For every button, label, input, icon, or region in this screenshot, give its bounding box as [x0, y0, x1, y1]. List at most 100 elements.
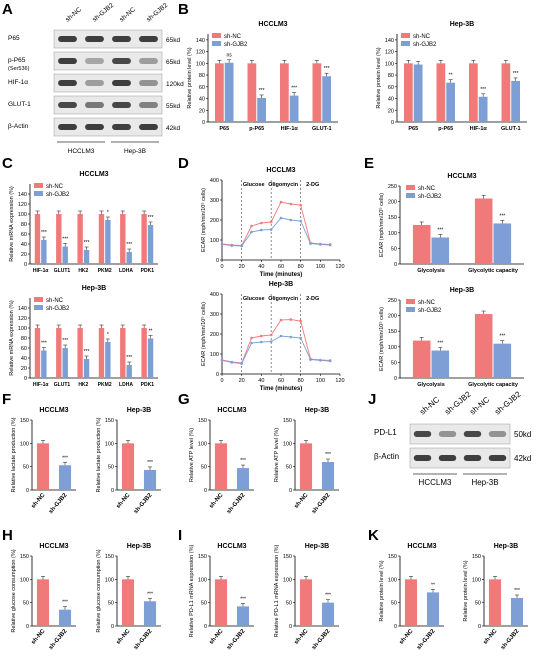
data-point — [240, 244, 243, 248]
x-category-label: P65 — [408, 126, 418, 132]
y-tick-label: 100 — [18, 212, 27, 218]
x-category-label: sh-GJB2 — [500, 628, 521, 651]
y-tick-label: 50 — [286, 601, 292, 607]
x-tick-label: 0 — [220, 378, 223, 384]
significance-mark: *** — [126, 242, 132, 248]
data-bar — [404, 63, 413, 122]
x-tick-label: 120 — [335, 378, 344, 384]
y-tick-label: 0 — [289, 488, 292, 494]
legend-swatch-nc — [34, 183, 43, 188]
y-tick-label: 140 — [196, 38, 205, 44]
legend-swatch-nc — [406, 185, 415, 190]
data-bar — [299, 443, 313, 490]
protein-label: p-P65 — [8, 57, 26, 64]
chart-title: Hep-3B — [450, 287, 475, 294]
data-bar — [62, 246, 68, 264]
y-tick-label: 50 — [475, 601, 481, 607]
y-axis-label: Relative mRNA expression (%) — [9, 300, 15, 376]
y-tick-label: 80 — [21, 222, 27, 228]
chart-i2: 0 50 100 150 Hep-3B Relative PD-L1 mRNA expre… — [274, 543, 339, 651]
chart-b1: 0 20 40 60 80 100 120 140 HCCLM3 Relative protein… — [187, 21, 338, 132]
data-bar — [426, 592, 440, 626]
data-point — [279, 334, 283, 338]
y-axis-label: Relative ATP level (%) — [189, 428, 195, 482]
data-point — [279, 200, 283, 204]
y-tick-label: 60 — [199, 85, 205, 91]
chart-title: Hep-3B — [450, 21, 475, 28]
protein-band — [58, 80, 77, 86]
significance-mark: *** — [240, 458, 246, 464]
y-tick-label: 100 — [472, 577, 481, 583]
injection-marker-label: 2-DG — [306, 182, 319, 188]
legend-label-gjb2: sh-GJB2 — [224, 42, 248, 48]
y-tick-label: 40 — [199, 97, 205, 103]
y-tick-label: 400 — [210, 292, 219, 298]
blot-strip — [53, 29, 163, 49]
x-category-label: HK2 — [78, 382, 88, 388]
x-category-label: P65 — [219, 126, 229, 132]
injection-marker-label: Oligomycin — [268, 182, 299, 188]
y-axis-label: Relative mRNA expression (%) — [9, 186, 15, 262]
y-tick-label: 200 — [210, 332, 219, 338]
x-category-label: PKM2 — [98, 382, 112, 388]
chart-title: Hep-3B — [305, 543, 330, 550]
data-bar — [488, 579, 502, 626]
protein-band — [488, 431, 507, 437]
data-point — [220, 243, 224, 246]
data-bar — [121, 579, 135, 626]
data-bar — [41, 240, 47, 264]
chart-g1: 0 50 100 150 HCCLM3 Relative ATP level (%) sh-… — [189, 407, 254, 515]
data-bar — [36, 443, 50, 490]
data-bar — [436, 63, 446, 122]
y-tick-label: 150 — [388, 215, 397, 221]
data-bar — [247, 63, 257, 122]
protein-band — [139, 102, 158, 108]
molecular-weight-label: 42kd — [514, 454, 531, 463]
blot-strip — [409, 447, 511, 469]
protein-band — [58, 124, 77, 130]
y-tick-label: 0 — [26, 624, 29, 630]
y-axis-label: Relative protein level (%) — [187, 47, 193, 108]
x-tick-label: 120 — [335, 264, 344, 270]
y-tick-label: 200 — [388, 314, 397, 320]
significance-mark: *** — [62, 237, 68, 243]
lane-label: sh-GJB2 — [91, 2, 115, 24]
data-bar — [493, 223, 512, 264]
significance-mark: *** — [41, 230, 47, 236]
data-bar — [147, 225, 154, 264]
cell-line-label: Hep-3B — [471, 478, 498, 487]
significance-mark: *** — [259, 88, 265, 94]
data-bar — [501, 63, 511, 122]
blot-strip — [53, 73, 163, 93]
x-category-label: Glycolytic capacity — [468, 382, 519, 388]
lane-label: sh-GJB2 — [145, 2, 169, 24]
x-category-label: sh-NC — [31, 492, 47, 510]
y-tick-label: 400 — [210, 178, 219, 184]
x-category-label: p-P65 — [438, 126, 453, 132]
data-bar — [77, 214, 83, 264]
y-tick-label: 50 — [23, 465, 29, 471]
protein-label: HIF-1α — [8, 79, 28, 86]
data-bar — [34, 214, 41, 264]
data-bar — [121, 443, 135, 490]
chart-e1: 0 50 100 150 200 250 HCCLM3 ECAR (mph/min/10⁵ c… — [378, 173, 524, 274]
x-tick-label: 0 — [220, 264, 223, 270]
y-axis-label: Relative ATP level (%) — [274, 428, 280, 482]
legend-label-nc: sh-NC — [418, 300, 436, 306]
x-category-label: sh-GJB2 — [311, 628, 332, 651]
data-bar — [56, 328, 62, 378]
data-point — [250, 224, 253, 228]
y-tick-label: 100 — [198, 441, 207, 447]
injection-marker-label: Glucose — [243, 296, 265, 302]
significance-mark: * — [107, 210, 109, 216]
legend-swatch-gjb2 — [34, 305, 43, 310]
injection-marker-label: Glucose — [243, 182, 265, 188]
significance-mark: *** — [62, 455, 68, 461]
chart-c2: 0 20 40 60 80 100 120 140 Hep-3B Relative mRNA ex… — [9, 285, 158, 388]
protein-band — [112, 58, 131, 64]
significance-mark: *** — [499, 334, 505, 340]
y-tick-label: 80 — [199, 73, 205, 79]
significance-mark: *** — [84, 349, 90, 355]
